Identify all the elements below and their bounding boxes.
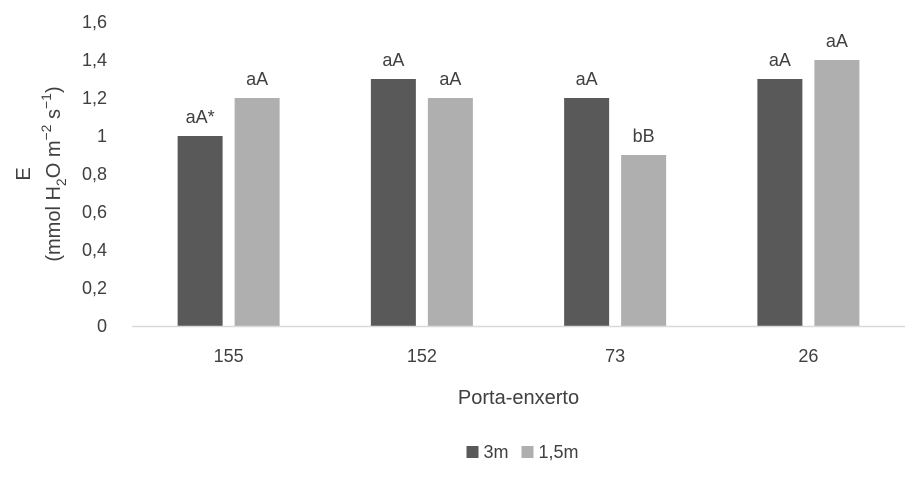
bar-3m-26: [757, 79, 803, 326]
y-tick-label: 1,4: [82, 50, 107, 70]
y-tick-label: 0,8: [82, 164, 107, 184]
bar-1-5m-155: [234, 98, 280, 326]
bar-1-5m-26: [814, 60, 860, 326]
x-tick-label: 152: [407, 346, 437, 366]
y-tick-label: 1: [97, 126, 107, 146]
bar-3m-155: [177, 136, 223, 326]
legend-swatch: [466, 446, 479, 458]
data-label: aA: [576, 69, 598, 89]
bar-1-5m-152: [427, 98, 473, 326]
x-tick-label: 26: [798, 346, 818, 366]
bar-3m-152: [370, 79, 416, 326]
y-tick-label: 0,6: [82, 202, 107, 222]
data-label: aA: [382, 50, 404, 70]
y-axis-title-line2: (mmol H2O m−2 s−1): [38, 86, 69, 261]
y-tick-label: 0,4: [82, 240, 107, 260]
legend: 3m 1,5m: [466, 442, 579, 462]
x-tick-label: 73: [605, 346, 625, 366]
y-axis-ticks: 0 0,2 0,4 0,6 0,8 1 1,2 1,4 1,6: [82, 12, 107, 336]
legend-swatch: [521, 446, 534, 458]
y-tick-label: 1,2: [82, 88, 107, 108]
x-tick-label: 155: [214, 346, 244, 366]
data-label: aA: [439, 69, 461, 89]
data-label: aA: [826, 31, 848, 51]
bars-group: [177, 60, 860, 326]
y-tick-label: 0: [97, 316, 107, 336]
data-label: bB: [633, 126, 655, 146]
data-label: aA*: [186, 107, 215, 127]
legend-label: 3m: [484, 442, 509, 462]
data-labels-group: aA* aA aA aA aA bB aA aA: [186, 31, 848, 146]
bar-1-5m-73: [621, 155, 667, 326]
x-axis-category-labels: 155 152 73 26: [214, 346, 819, 366]
x-axis-title: Porta-enxerto: [458, 387, 579, 409]
y-tick-label: 1,6: [82, 12, 107, 32]
y-axis-title: E(mmol H2O m−2 s−1): [13, 86, 69, 261]
y-axis-title-line1: E: [13, 167, 35, 180]
bar-3m-73: [564, 98, 610, 326]
data-label: aA: [769, 50, 791, 70]
data-label: aA: [246, 69, 268, 89]
y-tick-label: 0,2: [82, 278, 107, 298]
legend-label: 1,5m: [539, 442, 579, 462]
